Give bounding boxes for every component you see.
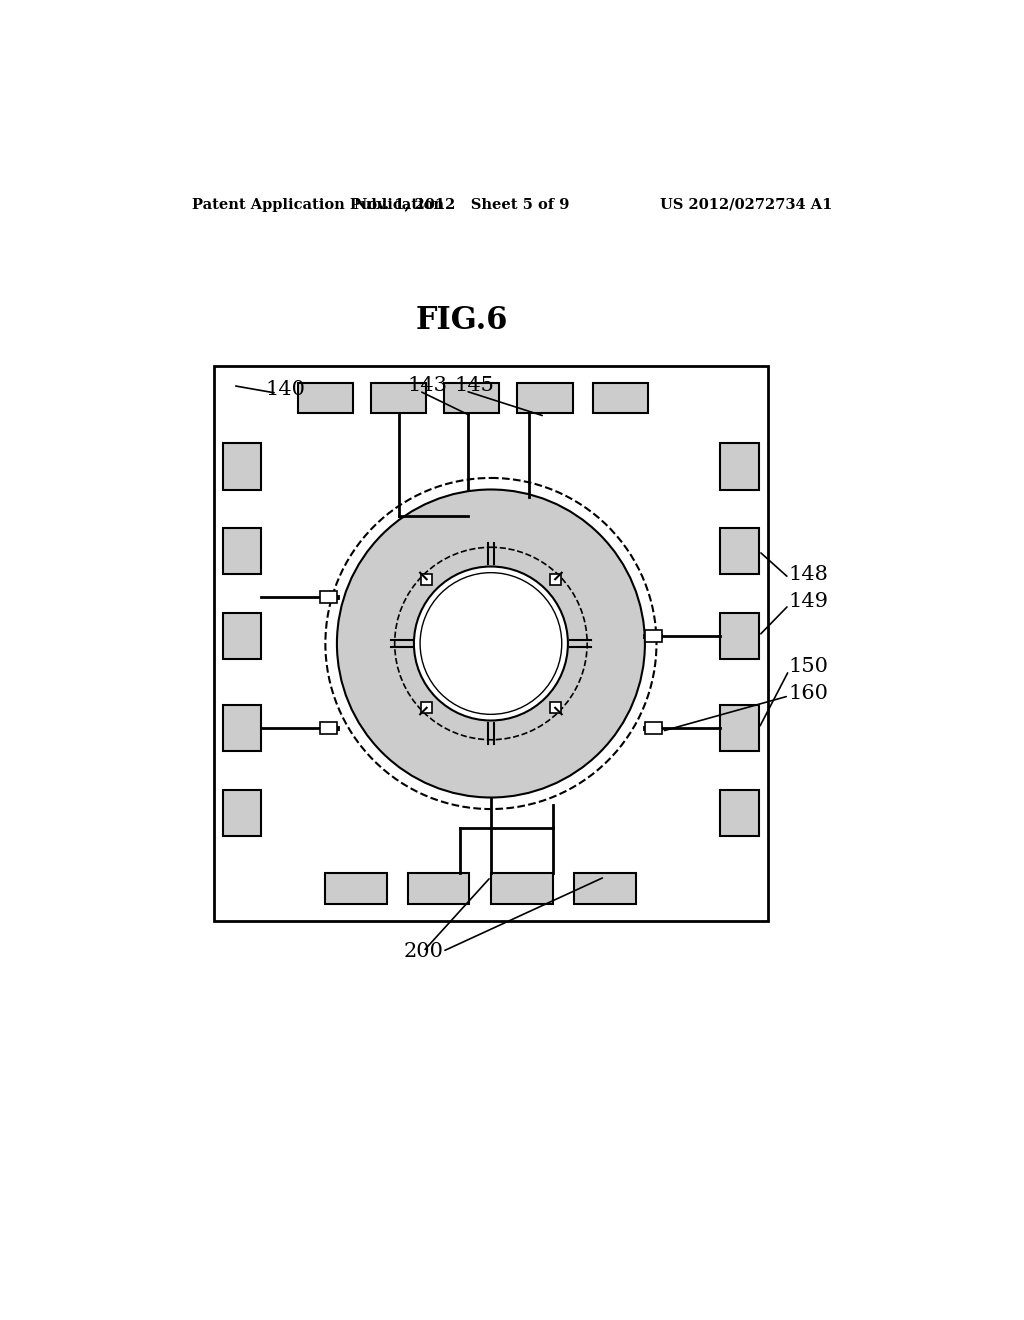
Text: 145: 145 <box>454 376 494 395</box>
Bar <box>223 612 261 659</box>
Bar <box>593 383 648 412</box>
Bar <box>720 528 759 574</box>
Bar <box>550 574 560 585</box>
Bar <box>371 383 426 412</box>
Bar <box>550 702 560 713</box>
Bar <box>517 383 572 412</box>
Bar <box>645 722 662 734</box>
Bar <box>223 705 261 751</box>
Circle shape <box>337 490 645 797</box>
Bar <box>223 528 261 574</box>
Bar <box>444 383 500 412</box>
Bar <box>223 444 261 490</box>
Circle shape <box>414 566 568 721</box>
Text: 143: 143 <box>408 376 447 395</box>
Bar <box>490 873 553 904</box>
Text: Nov. 1, 2012   Sheet 5 of 9: Nov. 1, 2012 Sheet 5 of 9 <box>354 198 569 211</box>
Bar <box>720 612 759 659</box>
Bar <box>298 383 353 412</box>
Bar <box>326 873 387 904</box>
Bar <box>408 873 469 904</box>
Bar <box>319 591 337 603</box>
Bar <box>645 630 662 642</box>
Text: 200: 200 <box>403 942 444 961</box>
Bar <box>720 444 759 490</box>
Text: US 2012/0272734 A1: US 2012/0272734 A1 <box>660 198 833 211</box>
Text: Patent Application Publication: Patent Application Publication <box>193 198 444 211</box>
Text: 148: 148 <box>788 565 828 583</box>
Bar <box>421 574 432 585</box>
Text: 150: 150 <box>788 657 828 676</box>
Bar <box>421 702 432 713</box>
Bar <box>574 873 636 904</box>
Text: 160: 160 <box>788 684 828 704</box>
Text: FIG.6: FIG.6 <box>416 305 508 335</box>
Bar <box>214 367 768 921</box>
Bar <box>720 789 759 836</box>
Text: 149: 149 <box>788 591 828 611</box>
Text: 140: 140 <box>265 380 305 399</box>
Bar <box>319 722 337 734</box>
Bar <box>223 789 261 836</box>
Bar <box>720 705 759 751</box>
